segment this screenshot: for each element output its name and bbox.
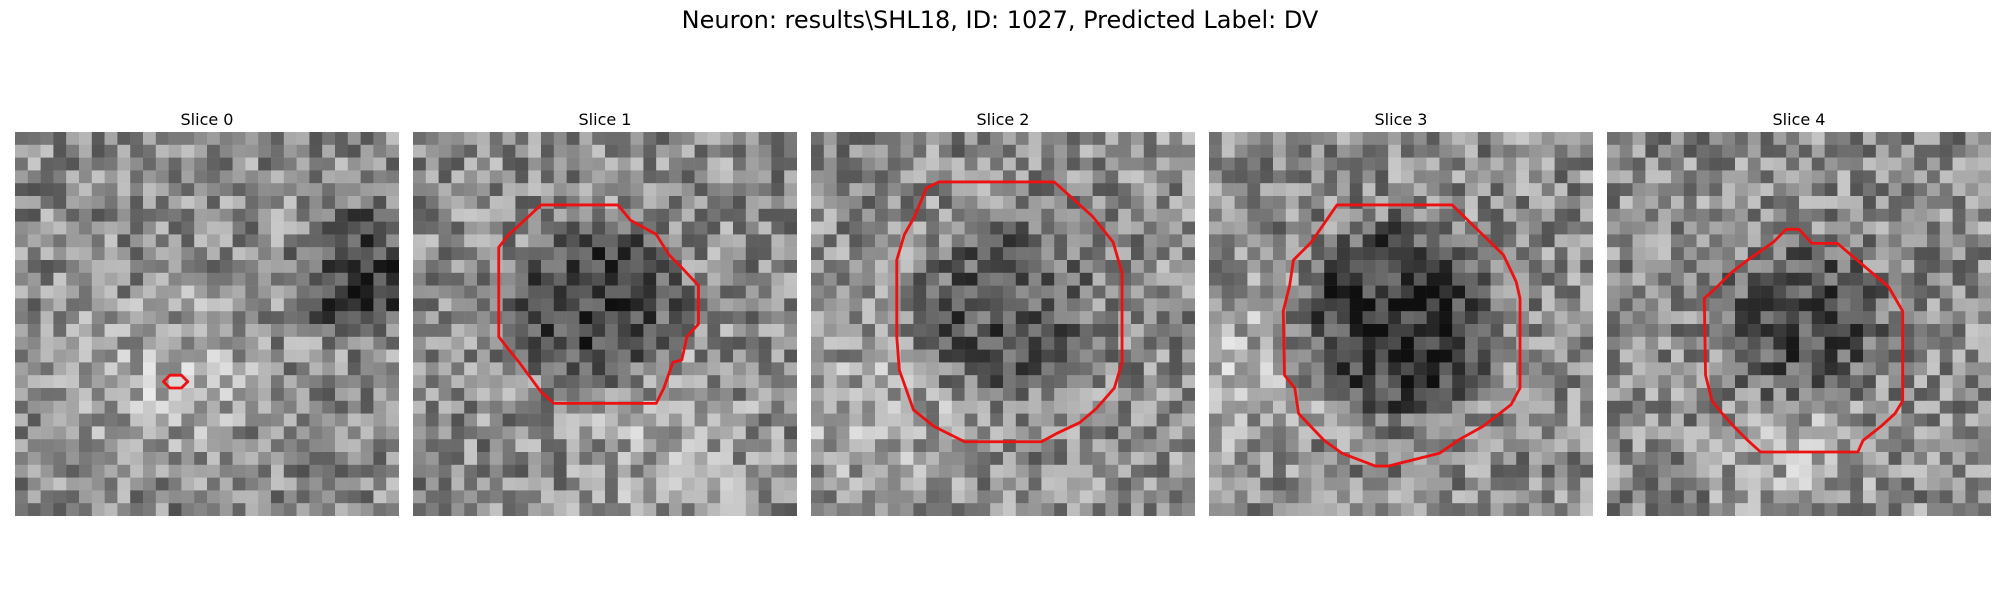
slice-image [1209,132,1593,516]
slice-title: Slice 0 [180,110,234,129]
slice-panel-0: Slice 0 [15,108,399,516]
slice-title: Slice 1 [578,110,632,129]
slice-title: Slice 4 [1772,110,1826,129]
contour-outline [497,203,700,405]
slice-image [1607,132,1991,516]
slice-image [15,132,399,516]
slice-title: Slice 2 [976,110,1030,129]
pixel-grid [413,132,797,516]
pixel-grid [15,132,399,516]
slice-image [413,132,797,516]
pixel-grid [1607,132,1991,516]
slice-image [811,132,1195,516]
slice-panel-3: Slice 3 [1209,108,1593,516]
slice-panel-2: Slice 2 [811,108,1195,516]
contour-outline [1702,227,1905,454]
contour-outline [895,180,1124,444]
figure-title: Neuron: results\SHL18, ID: 1027, Predict… [681,6,1319,34]
slice-panel-4: Slice 4 [1607,108,1991,516]
contour-outline [162,373,190,390]
contour-outline [1281,203,1522,468]
slice-title: Slice 3 [1374,110,1428,129]
slice-panel-1: Slice 1 [413,108,797,516]
pixel-grid [1209,132,1593,516]
pixel-grid [811,132,1195,516]
